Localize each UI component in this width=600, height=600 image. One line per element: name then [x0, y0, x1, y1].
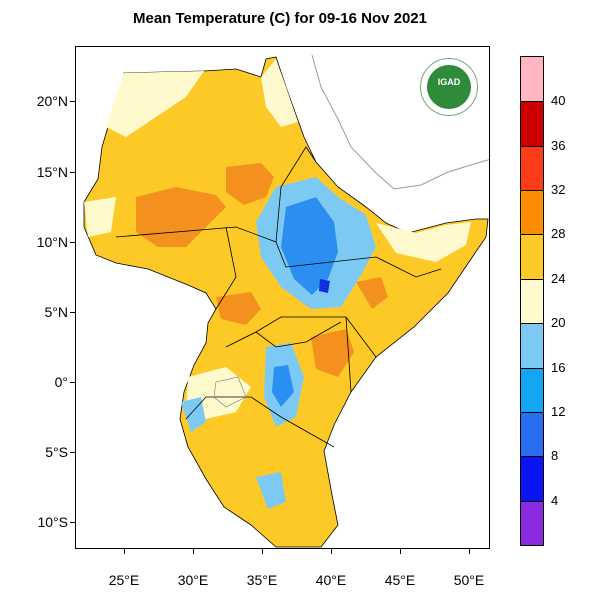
colorbar-label: 36 — [551, 137, 566, 153]
lat-tick — [70, 172, 75, 173]
map-area — [75, 46, 490, 549]
lat-label-10s: 10°S — [37, 514, 68, 530]
lat-label-0: 0° — [54, 374, 68, 390]
lon-tick — [124, 549, 125, 554]
hot-zone-kenya — [311, 329, 354, 377]
mild-zone-north — [106, 71, 204, 137]
lon-tick — [262, 549, 263, 554]
colorbar-segment — [521, 190, 543, 235]
map-title: Mean Temperature (C) for 09-16 Nov 2021 — [133, 10, 427, 27]
lake-victoria — [213, 376, 247, 408]
mild-zone-horn — [376, 222, 471, 262]
hot-zone-somalia — [356, 277, 388, 309]
lon-tick — [469, 549, 470, 554]
country-borders — [115, 146, 442, 448]
lat-label-20n: 20°N — [36, 93, 68, 109]
lat-tick — [70, 522, 75, 523]
igad-logo-emblem: IGAD — [427, 65, 471, 109]
lat-label-10n: 10°N — [36, 234, 68, 250]
landmass — [83, 56, 489, 548]
colorbar-segment — [521, 323, 543, 368]
colorbar-segment — [521, 57, 543, 102]
hot-zone-south-sudan — [216, 292, 261, 325]
colorbar-label: 20 — [551, 315, 566, 331]
lat-tick — [70, 312, 75, 313]
igad-logo-text: IGAD — [437, 77, 461, 87]
lon-label-30e: 30°E — [177, 572, 209, 588]
colorbar-label: 32 — [551, 182, 566, 198]
lat-tick — [70, 452, 75, 453]
hot-zone-sudan — [136, 187, 226, 247]
colorbar-segment — [521, 101, 543, 146]
colorbar-segment — [521, 411, 543, 457]
colorbar-segment — [521, 367, 543, 412]
cold-zone-ethiopia — [281, 197, 338, 295]
lon-label-35e: 35°E — [246, 572, 278, 588]
colorbar-segment — [521, 145, 543, 191]
lon-tick — [331, 549, 332, 554]
colorbar-segment — [521, 278, 543, 324]
colorbar-segment — [521, 234, 543, 279]
temperature-map — [83, 54, 489, 548]
lat-label-5s: 5°S — [45, 444, 68, 460]
igad-logo: IGAD — [420, 58, 478, 116]
lat-tick — [70, 101, 75, 102]
mild-zone-ne — [261, 59, 298, 127]
colorbar-segment — [521, 500, 543, 545]
colorbar-label: 8 — [551, 448, 559, 464]
lat-tick — [70, 382, 75, 383]
lon-label-25e: 25°E — [108, 572, 140, 588]
lat-label-15n: 15°N — [36, 164, 68, 180]
colorbar-segment — [521, 456, 543, 501]
colorbar-label: 28 — [551, 226, 566, 242]
lon-label-40e: 40°E — [315, 572, 347, 588]
lon-tick — [400, 549, 401, 554]
colorbar-label: 24 — [551, 270, 566, 286]
lon-label-45e: 45°E — [384, 572, 416, 588]
arabia-coastline — [311, 54, 489, 190]
lat-tick — [70, 242, 75, 243]
colorbar-label: 12 — [551, 403, 566, 419]
lon-label-50e: 50°E — [453, 572, 485, 588]
hot-zone-east-sudan — [226, 163, 274, 205]
cool-zone-southwest — [256, 472, 286, 509]
lat-label-5n: 5°N — [44, 304, 69, 320]
lon-tick — [193, 549, 194, 554]
colorbar-label: 4 — [551, 492, 559, 508]
colorbar-label: 16 — [551, 359, 566, 375]
coldest-spot-bale — [319, 279, 330, 293]
cold-zone-kenya-highlands — [272, 365, 294, 407]
colorbar — [520, 56, 544, 546]
colorbar-label: 40 — [551, 93, 566, 109]
cool-zone-rift — [181, 397, 206, 432]
mild-zone-west — [84, 197, 116, 237]
